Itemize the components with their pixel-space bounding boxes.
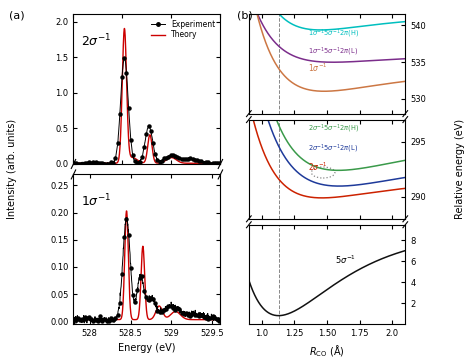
Text: (b): (b) [237,11,253,21]
Text: $2\sigma^{-1}5\sigma^{-1}2\pi$(L): $2\sigma^{-1}5\sigma^{-1}2\pi$(L) [308,143,358,155]
Legend: Experiment, Theory: Experiment, Theory [149,18,217,41]
Text: $1\sigma^{-1}$: $1\sigma^{-1}$ [81,192,111,209]
Text: $2\sigma^{-1}$: $2\sigma^{-1}$ [81,32,111,49]
Text: $1\sigma^{-1}5\sigma^{-1}2\pi$(L): $1\sigma^{-1}5\sigma^{-1}2\pi$(L) [308,46,358,58]
Text: $1\sigma^{-1}5\sigma^{-1}2\pi$(H): $1\sigma^{-1}5\sigma^{-1}2\pi$(H) [308,28,360,40]
X-axis label: $R_{\mathrm{CO}}$ (Å): $R_{\mathrm{CO}}$ (Å) [309,343,345,359]
Text: $2\sigma^{-1}5\sigma^{-1}2\pi$(H): $2\sigma^{-1}5\sigma^{-1}2\pi$(H) [308,123,360,135]
X-axis label: Energy (eV): Energy (eV) [118,343,176,354]
Text: $2\sigma^{-1}$: $2\sigma^{-1}$ [308,161,328,173]
Text: (a): (a) [9,11,25,21]
Text: Intensity (arb. units): Intensity (arb. units) [7,119,17,219]
Text: $5\sigma^{-1}$: $5\sigma^{-1}$ [335,254,356,266]
Text: $1\sigma^{-1}$: $1\sigma^{-1}$ [308,62,328,74]
Text: Relative energy (eV): Relative energy (eV) [455,119,465,219]
